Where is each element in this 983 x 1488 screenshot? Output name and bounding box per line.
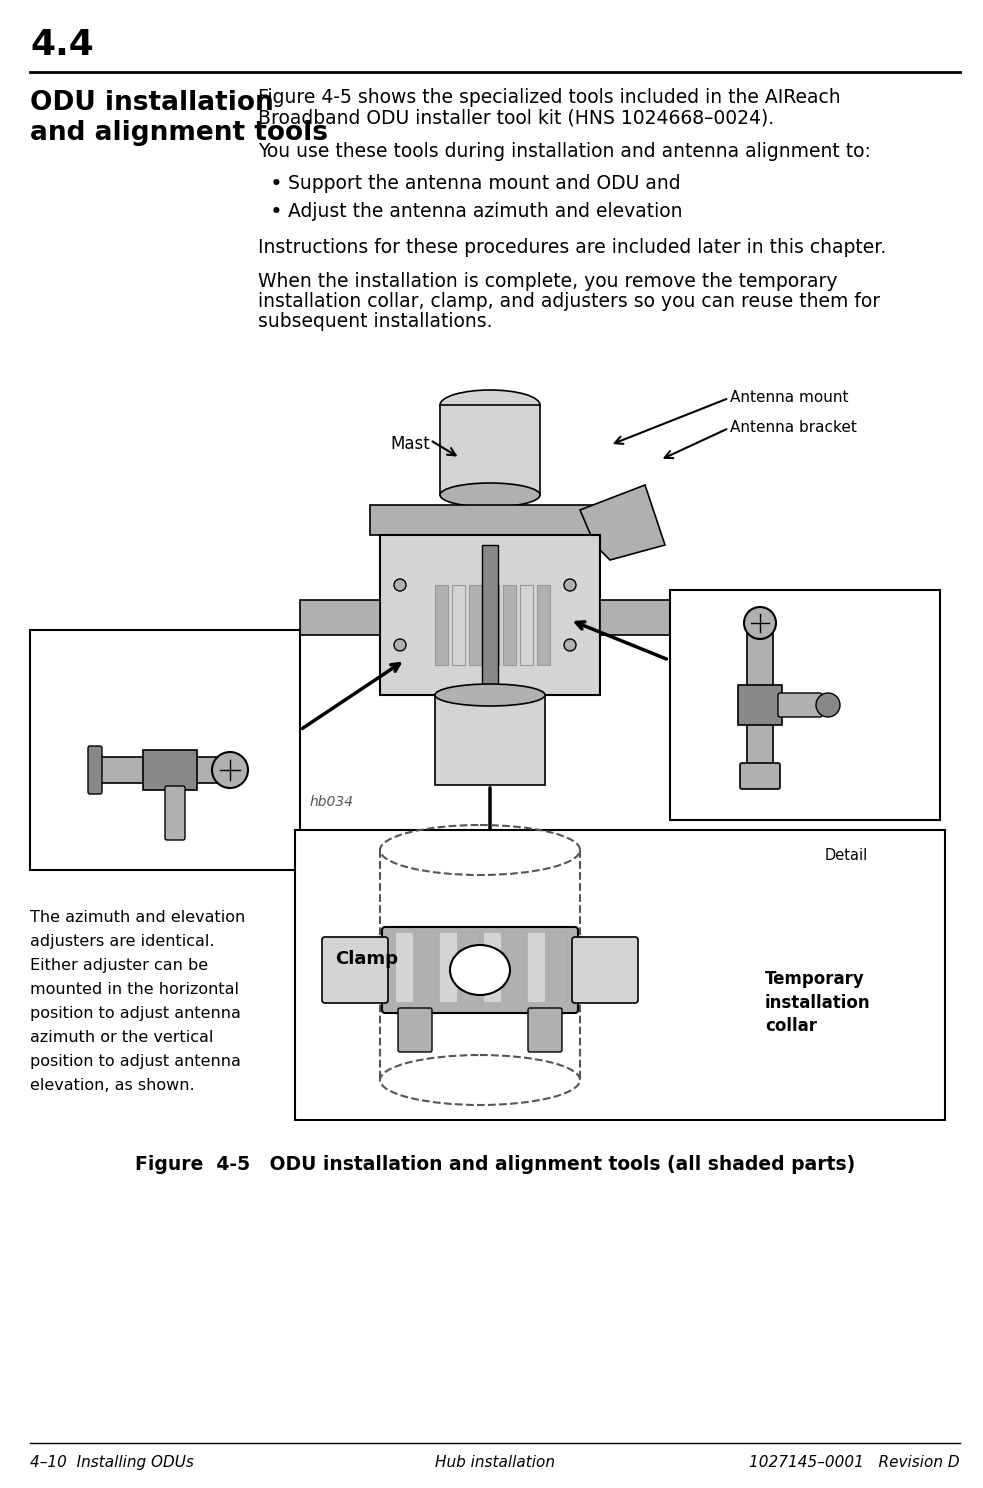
Ellipse shape	[450, 945, 510, 995]
Bar	[503, 585, 516, 665]
Text: Mast: Mast	[390, 434, 430, 452]
FancyBboxPatch shape	[88, 745, 102, 795]
FancyBboxPatch shape	[165, 786, 185, 841]
FancyBboxPatch shape	[738, 684, 782, 725]
Circle shape	[744, 607, 776, 638]
FancyBboxPatch shape	[30, 629, 300, 870]
Ellipse shape	[440, 390, 540, 420]
Text: installation collar, clamp, and adjusters so you can reuse them for: installation collar, clamp, and adjuster…	[258, 292, 880, 311]
Text: position to adjust antenna: position to adjust antenna	[30, 1054, 241, 1068]
FancyBboxPatch shape	[482, 545, 498, 684]
FancyBboxPatch shape	[600, 600, 680, 635]
Circle shape	[816, 693, 840, 717]
FancyBboxPatch shape	[740, 763, 780, 789]
Circle shape	[394, 579, 406, 591]
Text: azimuth or the vertical: azimuth or the vertical	[30, 1030, 213, 1045]
FancyBboxPatch shape	[778, 693, 822, 717]
FancyBboxPatch shape	[322, 937, 388, 1003]
FancyBboxPatch shape	[380, 536, 600, 695]
Text: adjusters are identical.: adjusters are identical.	[30, 934, 214, 949]
Text: Figure 4-5 shows the specialized tools included in the AIReach: Figure 4-5 shows the specialized tools i…	[258, 88, 840, 107]
Text: When the installation is complete, you remove the temporary: When the installation is complete, you r…	[258, 272, 838, 292]
Ellipse shape	[435, 684, 545, 705]
Text: Either adjuster can be: Either adjuster can be	[30, 958, 208, 973]
Bar	[527, 931, 545, 1001]
Text: Support the antenna mount and ODU and: Support the antenna mount and ODU and	[288, 174, 680, 193]
Text: Figure  4-5   ODU installation and alignment tools (all shaded parts): Figure 4-5 ODU installation and alignmen…	[135, 1155, 855, 1174]
Text: 4–10  Installing ODUs: 4–10 Installing ODUs	[30, 1455, 194, 1470]
Bar	[486, 585, 499, 665]
Polygon shape	[580, 485, 665, 559]
Text: Azimuth adjuster: Azimuth adjuster	[48, 832, 208, 850]
Bar	[520, 585, 533, 665]
Text: •: •	[270, 174, 283, 193]
Text: Detail: Detail	[795, 603, 838, 618]
Bar	[417, 931, 435, 1001]
Bar	[483, 931, 501, 1001]
Text: Broadband ODU installer tool kit (HNS 1024668–0024).: Broadband ODU installer tool kit (HNS 10…	[258, 109, 775, 126]
Text: Antenna bracket: Antenna bracket	[730, 420, 857, 434]
Text: Detail: Detail	[825, 848, 868, 863]
FancyBboxPatch shape	[747, 622, 773, 768]
Text: elevation, as shown.: elevation, as shown.	[30, 1077, 195, 1094]
Text: Elevation
adjuster: Elevation adjuster	[795, 620, 883, 662]
Text: 4.4: 4.4	[30, 28, 93, 62]
Bar	[549, 931, 567, 1001]
Text: Detail: Detail	[48, 815, 91, 830]
Bar	[461, 931, 479, 1001]
Text: mounted in the horizontal: mounted in the horizontal	[30, 982, 239, 997]
FancyBboxPatch shape	[440, 405, 540, 496]
Text: Instructions for these procedures are included later in this chapter.: Instructions for these procedures are in…	[258, 238, 887, 257]
Text: and alignment tools: and alignment tools	[30, 121, 328, 146]
Text: •: •	[270, 202, 283, 222]
Text: position to adjust antenna: position to adjust antenna	[30, 1006, 241, 1021]
FancyBboxPatch shape	[435, 695, 545, 786]
Text: Temporary
installation
collar: Temporary installation collar	[765, 970, 871, 1036]
Circle shape	[394, 638, 406, 652]
Bar	[537, 585, 550, 665]
Circle shape	[564, 638, 576, 652]
FancyBboxPatch shape	[572, 937, 638, 1003]
Text: Adjuster
bolt: Adjuster bolt	[45, 644, 100, 676]
Bar	[395, 931, 413, 1001]
Text: Adjust the antenna azimuth and elevation: Adjust the antenna azimuth and elevation	[288, 202, 682, 222]
Text: The azimuth and elevation: The azimuth and elevation	[30, 911, 245, 926]
Bar	[469, 585, 482, 665]
Text: Adjuster
bolt: Adjuster bolt	[795, 665, 850, 695]
Ellipse shape	[440, 484, 540, 507]
Text: 1027145–0001   Revision D: 1027145–0001 Revision D	[749, 1455, 960, 1470]
Bar	[505, 931, 523, 1001]
FancyBboxPatch shape	[295, 830, 945, 1120]
Text: ODU installation: ODU installation	[30, 89, 273, 116]
Text: Clamp: Clamp	[335, 949, 398, 969]
Circle shape	[564, 579, 576, 591]
FancyBboxPatch shape	[670, 591, 940, 820]
Text: hb034: hb034	[310, 795, 354, 809]
Bar	[435, 585, 448, 665]
Circle shape	[212, 751, 248, 789]
FancyBboxPatch shape	[143, 750, 197, 790]
FancyBboxPatch shape	[382, 927, 578, 1013]
FancyBboxPatch shape	[370, 504, 610, 536]
FancyBboxPatch shape	[300, 600, 380, 635]
Text: Hub installation: Hub installation	[435, 1455, 555, 1470]
FancyBboxPatch shape	[528, 1007, 562, 1052]
FancyBboxPatch shape	[92, 757, 228, 783]
Text: subsequent installations.: subsequent installations.	[258, 312, 492, 330]
Bar	[452, 585, 465, 665]
Ellipse shape	[450, 945, 510, 995]
FancyBboxPatch shape	[398, 1007, 432, 1052]
Text: Antenna mount: Antenna mount	[730, 390, 848, 405]
Text: You use these tools during installation and antenna alignment to:: You use these tools during installation …	[258, 141, 871, 161]
Bar	[439, 931, 457, 1001]
